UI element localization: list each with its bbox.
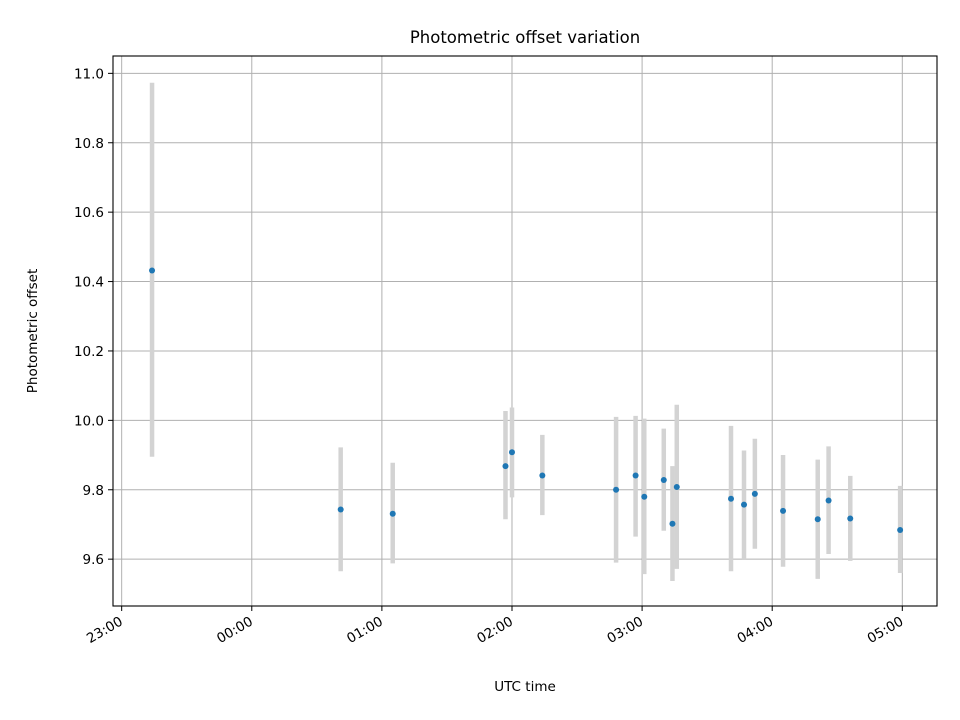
data-point: [508, 449, 515, 456]
x-axis-label: UTC time: [494, 679, 556, 695]
data-point: [814, 516, 821, 523]
data-point: [502, 463, 509, 470]
data-point: [632, 472, 639, 479]
data-point: [751, 490, 758, 497]
y-axis-label: Photometric offset: [25, 269, 41, 393]
y-tick-label: 11.0: [74, 66, 104, 82]
chart-title: Photometric offset variation: [410, 28, 640, 47]
y-tick-label: 9.8: [83, 483, 104, 499]
data-point: [728, 495, 734, 502]
y-axis-ticks: 9.6 9.8 10.0 10.2 10.4 10.6 10.8 11.0: [74, 66, 113, 568]
data-points: [149, 267, 904, 534]
data-point: [539, 472, 546, 479]
data-point: [389, 510, 396, 517]
data-point: [641, 493, 648, 500]
data-point: [613, 486, 620, 493]
data-point: [149, 267, 156, 274]
y-tick-label: 9.6: [83, 552, 104, 568]
y-tick-label: 10.2: [74, 344, 104, 360]
data-point: [660, 477, 667, 484]
data-point: [669, 520, 676, 527]
data-point: [825, 497, 832, 504]
data-point: [780, 507, 787, 514]
y-tick-label: 10.6: [74, 205, 104, 221]
y-tick-label: 10.8: [74, 136, 104, 152]
data-point: [673, 483, 680, 490]
data-point: [741, 501, 748, 508]
y-tick-label: 10.0: [74, 413, 104, 429]
plot-frame: [112, 55, 938, 607]
y-tick-label: 10.4: [74, 275, 104, 291]
data-point: [897, 527, 904, 534]
grid-lines: [113, 56, 937, 606]
data-point: [847, 515, 854, 522]
data-point: [337, 506, 344, 513]
